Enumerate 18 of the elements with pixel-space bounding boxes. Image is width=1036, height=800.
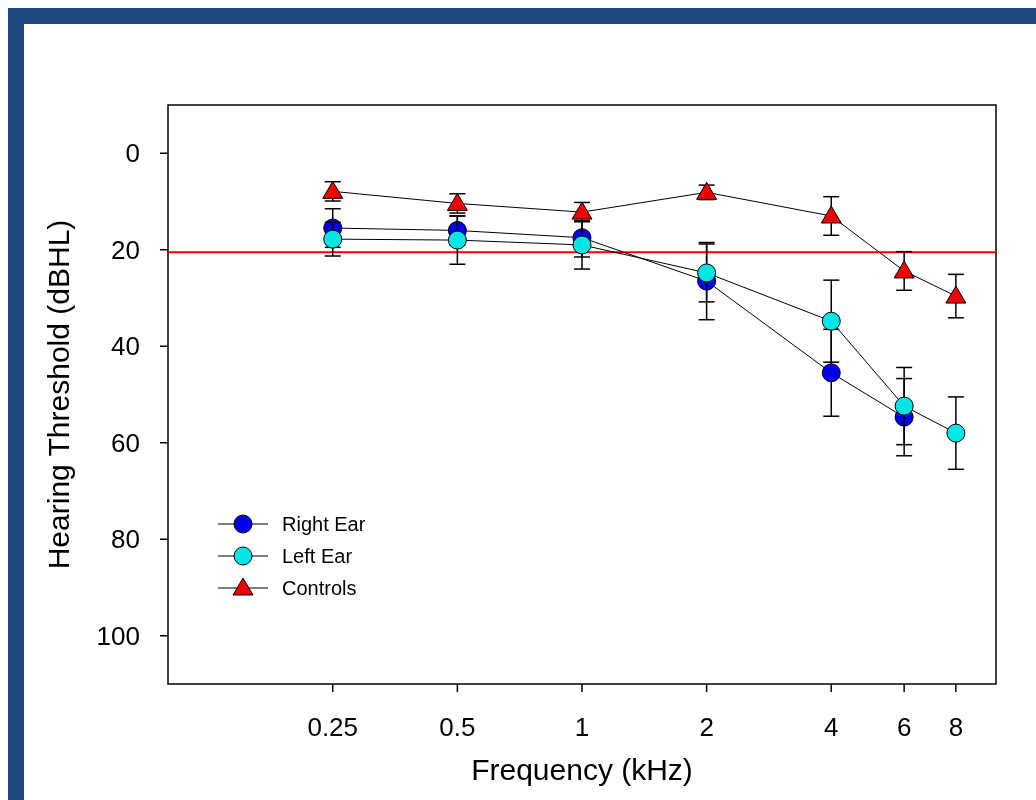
legend-label: Controls xyxy=(282,577,357,599)
y-tick-label: 40 xyxy=(111,331,140,362)
y-tick-label: 20 xyxy=(111,234,140,265)
x-axis-title: Frequency (kHz) xyxy=(471,753,693,786)
y-tick-label: 60 xyxy=(111,427,140,458)
x-tick-label: 1 xyxy=(574,712,590,742)
x-tick-label: 0.25 xyxy=(307,712,359,742)
y-tick-label: 0 xyxy=(125,138,140,169)
x-tick-label: 0.5 xyxy=(439,712,476,742)
y-axis-title: Hearing Threshold (dBHL) xyxy=(41,219,75,570)
x-tick-label: 8 xyxy=(948,712,964,742)
y-tick-label: 80 xyxy=(111,524,140,555)
x-tick-label: 4 xyxy=(824,712,839,742)
y-tick-label: 100 xyxy=(96,620,140,651)
x-tick-label: 6 xyxy=(896,712,912,742)
legend-label: Left Ear xyxy=(282,545,353,567)
legend-label: Right Ear xyxy=(282,513,366,535)
x-tick-label: 2 xyxy=(699,712,714,742)
